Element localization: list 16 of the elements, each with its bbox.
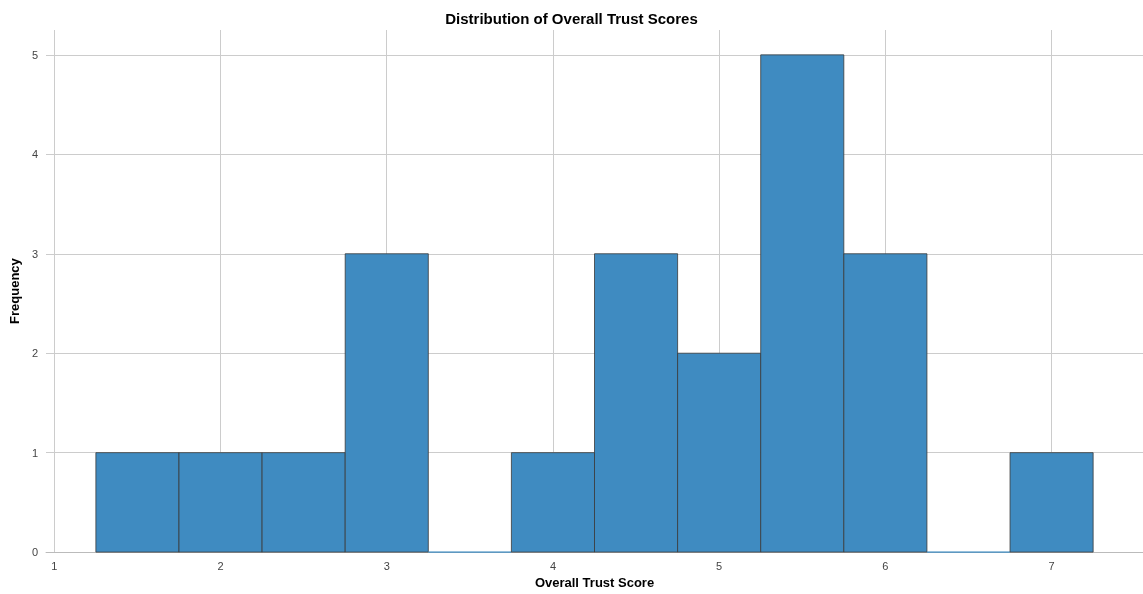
x-tick-label: 5 bbox=[716, 559, 723, 572]
y-tick-label: 4 bbox=[31, 148, 39, 161]
x-tick-label: 3 bbox=[383, 559, 390, 572]
x-tick-label: 2 bbox=[217, 559, 224, 572]
y-tick-label: 5 bbox=[31, 48, 39, 61]
x-tick-label: 7 bbox=[1048, 559, 1055, 572]
y-tick-label: 3 bbox=[31, 247, 39, 260]
x-tick-label: 6 bbox=[882, 559, 889, 572]
x-axis-title: Overall Trust Score bbox=[534, 575, 655, 590]
y-tick-label: 1 bbox=[31, 446, 39, 459]
x-tick-label: 1 bbox=[51, 559, 58, 572]
y-tick-label: 0 bbox=[31, 546, 39, 559]
y-axis-title: Frequency bbox=[7, 257, 22, 324]
x-tick-label: 4 bbox=[549, 559, 557, 572]
chart-title: Distribution of Overall Trust Scores bbox=[445, 10, 698, 27]
y-tick-label: 2 bbox=[31, 347, 39, 360]
